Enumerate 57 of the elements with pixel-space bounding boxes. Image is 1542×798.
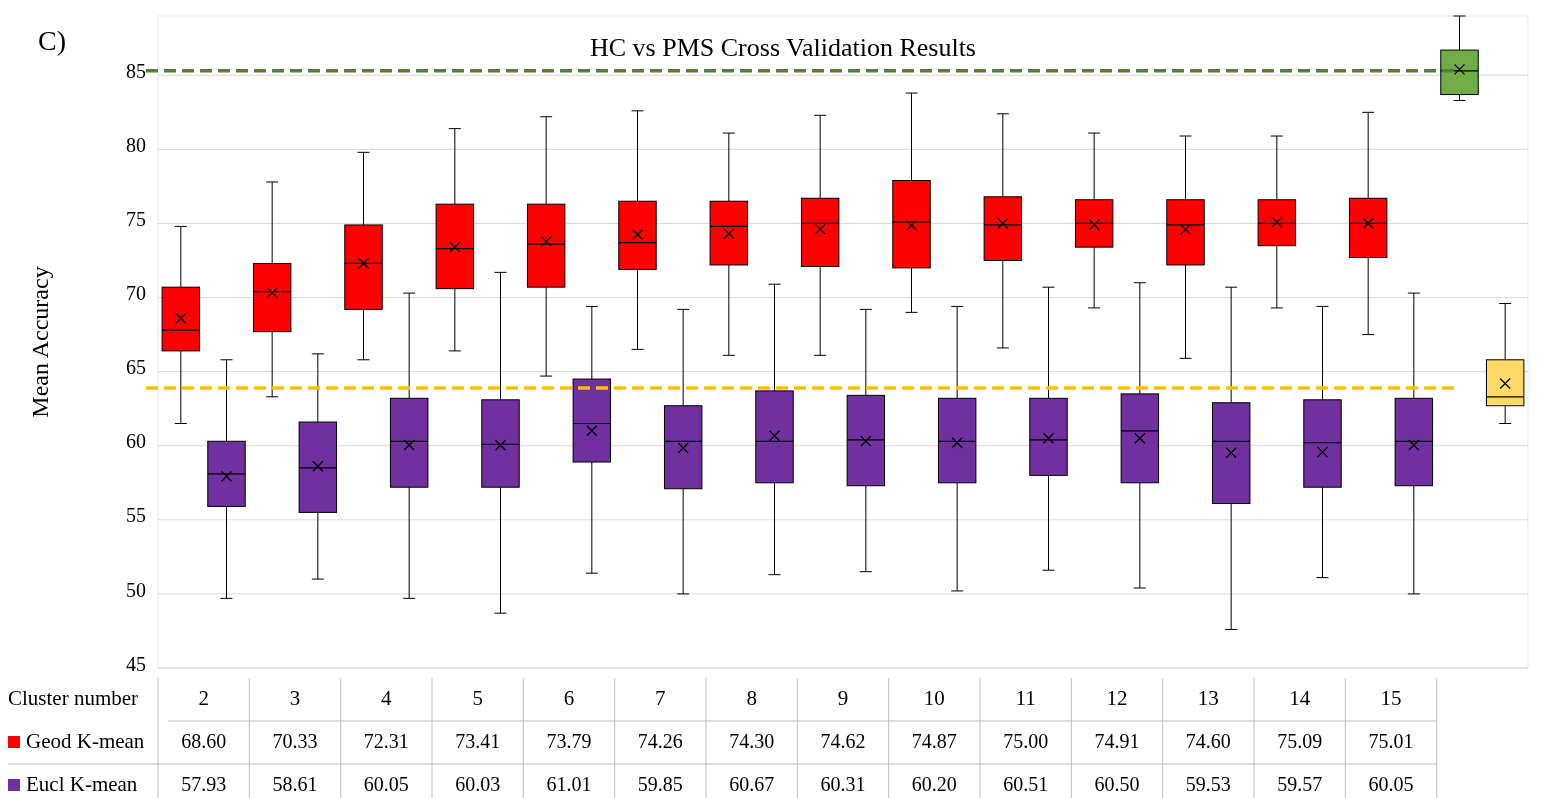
text: 75.01 (1368, 729, 1414, 752)
x-tick-label: 10 (923, 685, 945, 710)
text: 60.67 (729, 772, 775, 795)
x-tick-label: 3 (289, 685, 301, 710)
legend-label: Eucl K-mean (26, 771, 138, 796)
text: 60.05 (1368, 772, 1414, 795)
x-tick-label: 12 (1106, 685, 1128, 710)
y-tick-label: 75 (126, 208, 146, 231)
x-tick-label: 14 (1289, 685, 1311, 710)
text: 57.93 (181, 772, 227, 795)
text: 60.51 (1003, 772, 1049, 795)
text: 73.79 (546, 729, 592, 752)
x-tick-label: 9 (837, 685, 849, 710)
text: 59.85 (637, 772, 683, 795)
text: 75.09 (1277, 729, 1323, 752)
x-tick-label: 2 (198, 685, 209, 710)
y-tick-label: 50 (126, 578, 146, 601)
x-tick-label: 4 (381, 685, 393, 710)
text: 59.53 (1185, 772, 1231, 795)
text: 74.60 (1185, 729, 1231, 752)
text: 74.26 (637, 729, 683, 752)
text: 60.20 (911, 772, 957, 795)
x-tick-label: 15 (1380, 685, 1402, 710)
x-tick-label: 13 (1197, 685, 1219, 710)
y-tick-label: 70 (126, 282, 146, 305)
y-axis-title: Mean Accuracy (27, 266, 53, 418)
x-axis-title: Cluster number (8, 685, 139, 710)
text: 70.33 (272, 729, 318, 752)
text: 61.01 (546, 772, 592, 795)
text: 59.57 (1277, 772, 1323, 795)
y-tick-label: 60 (126, 430, 146, 453)
x-tick-label: 11 (1015, 685, 1036, 710)
x-tick-label: 7 (655, 685, 666, 710)
y-tick-label: 80 (126, 133, 146, 156)
text: 60.31 (820, 772, 866, 795)
y-tick-label: 45 (126, 652, 146, 675)
legend-label: Geod K-mean (26, 728, 145, 753)
text: C) (38, 25, 66, 56)
text: 74.87 (911, 729, 957, 752)
text: 72.31 (363, 729, 409, 752)
y-tick-label: 85 (126, 59, 146, 82)
text: 60.05 (363, 772, 409, 795)
text: 74.30 (729, 729, 775, 752)
text: 75.00 (1003, 729, 1049, 752)
text: 60.03 (455, 772, 501, 795)
x-tick-label: 8 (746, 685, 757, 710)
text: 73.41 (455, 729, 501, 752)
y-tick-label: 55 (126, 504, 146, 527)
x-tick-label: 6 (563, 685, 575, 710)
text: 68.60 (181, 729, 227, 752)
text: 58.61 (272, 772, 318, 795)
y-tick-label: 65 (126, 356, 146, 379)
text: 74.62 (820, 729, 866, 752)
x-tick-label: 5 (472, 685, 483, 710)
text: 60.50 (1094, 772, 1140, 795)
text: HC vs PMS Cross Validation Results (590, 33, 976, 62)
text: 74.91 (1094, 729, 1140, 752)
